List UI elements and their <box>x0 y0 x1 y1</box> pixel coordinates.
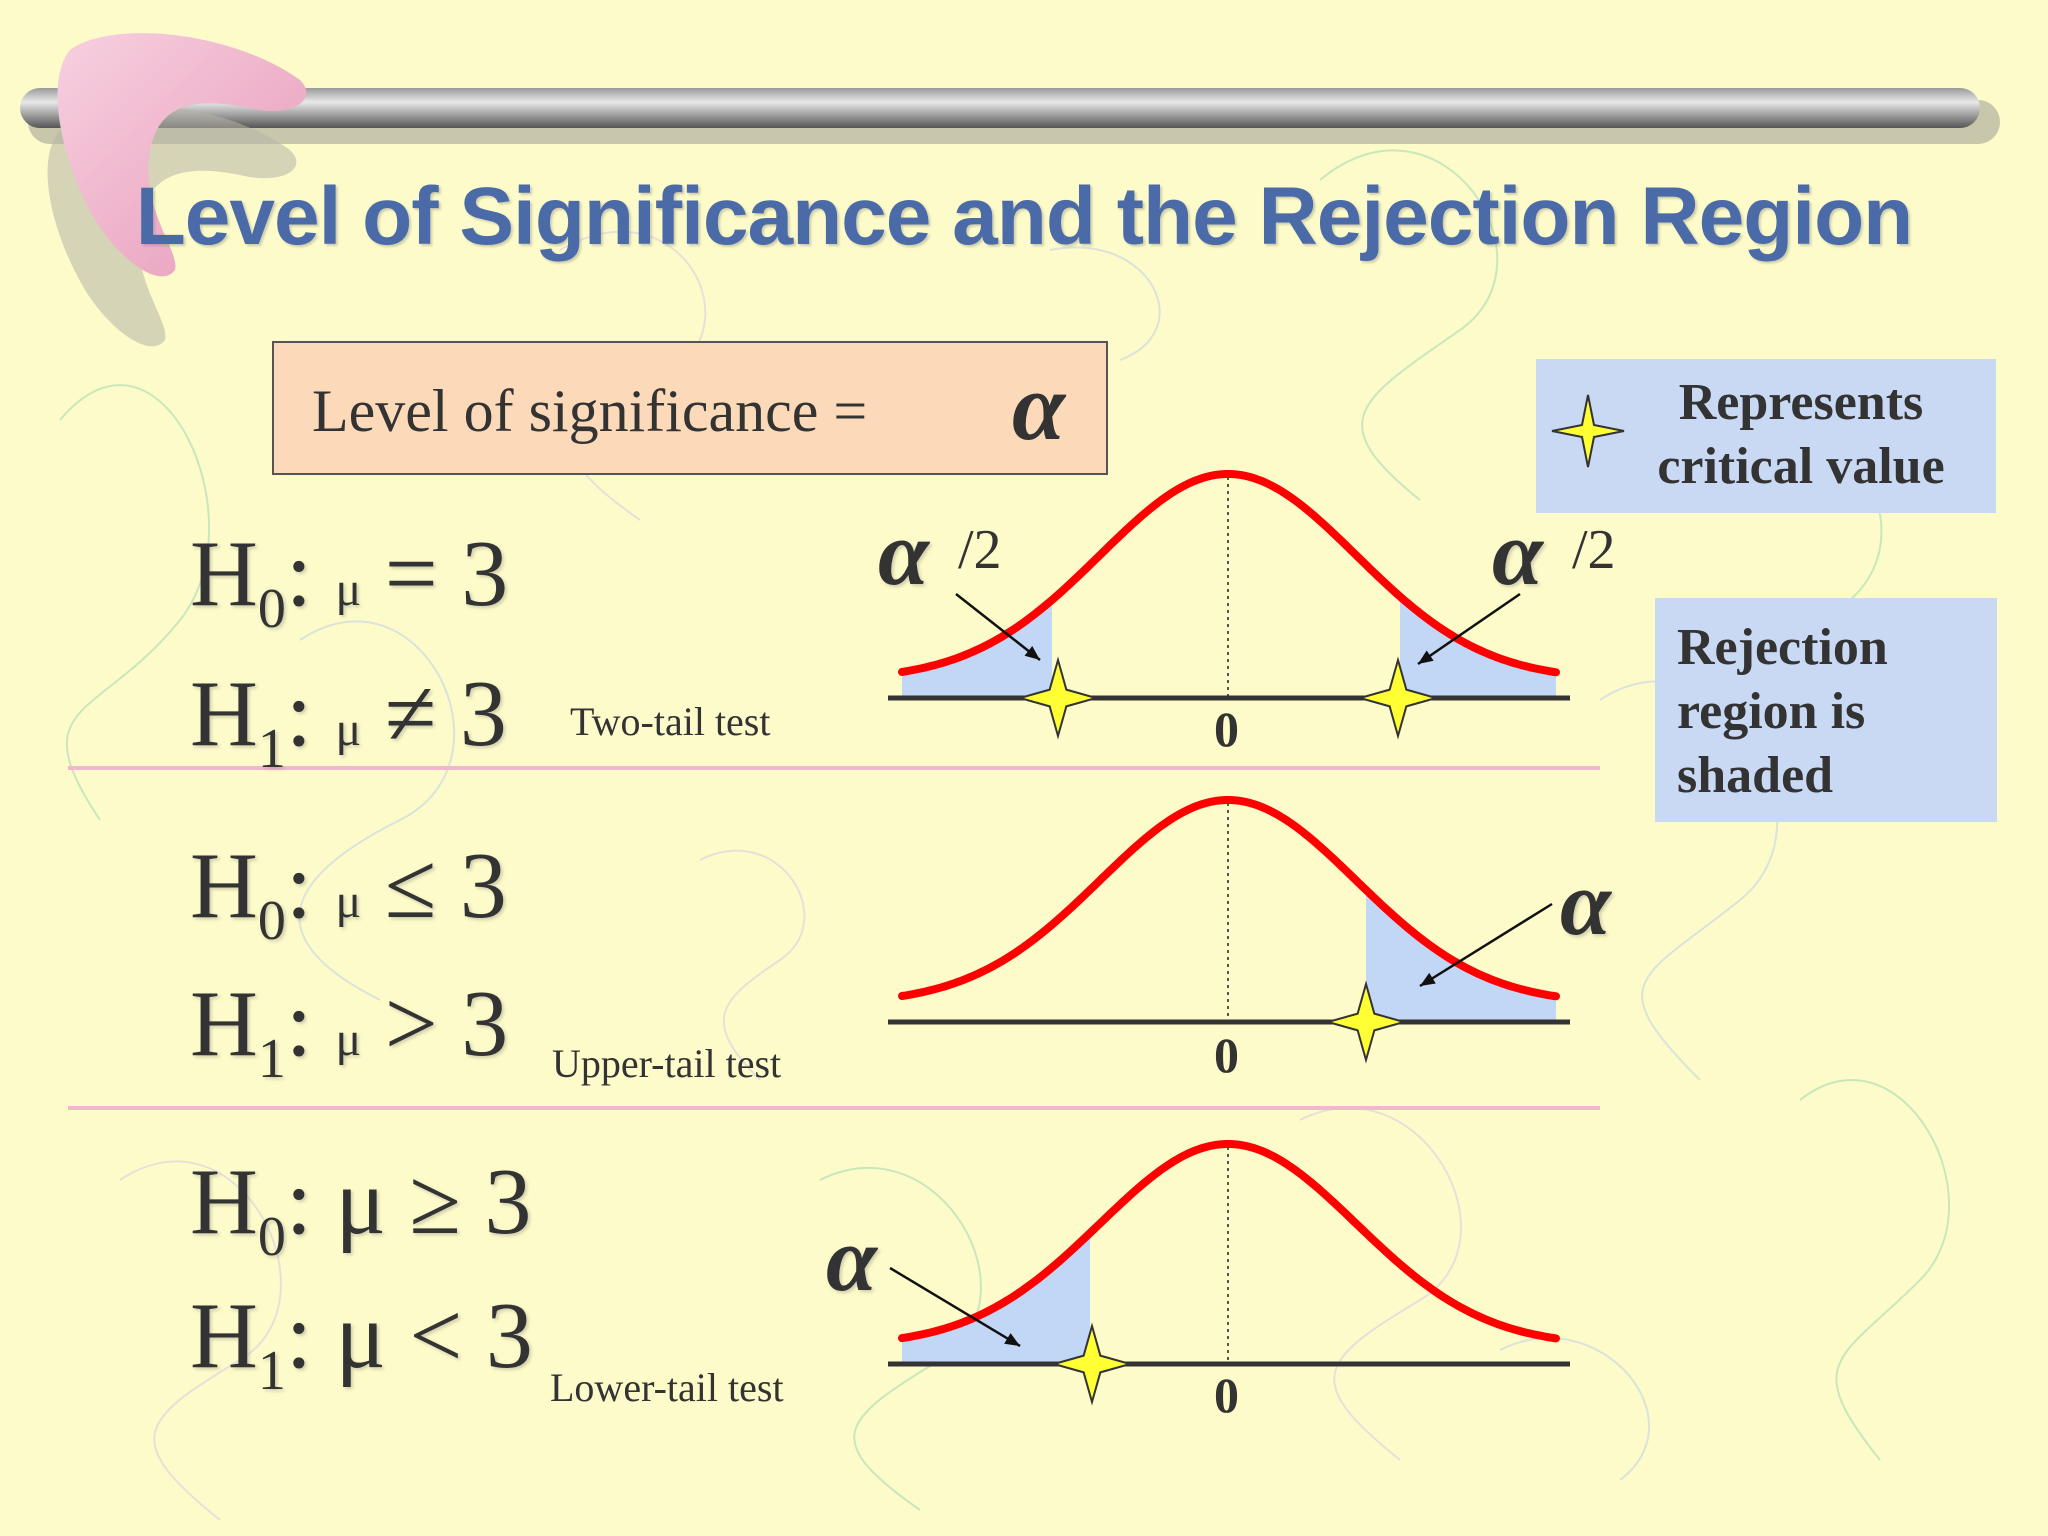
arrow-head <box>1418 650 1434 664</box>
boomerang-logo <box>57 33 307 277</box>
slide-title: Level of Significance and the Rejection … <box>135 171 1914 262</box>
critical-value-star <box>1016 656 1100 740</box>
rejection-region <box>1366 889 1556 1022</box>
normal-curve <box>898 796 1560 1001</box>
half-right-label: /2 <box>1572 519 1616 581</box>
star-icon <box>1551 394 1625 468</box>
arrow-head <box>1004 1333 1020 1346</box>
alpha-lower-label: α <box>826 1208 877 1310</box>
critical-value-star <box>1050 1322 1134 1406</box>
alpha-upper-label: α <box>1560 852 1611 954</box>
h1-lower-tail: H1: μ < 3 <box>190 1284 533 1402</box>
zero-label: 0 <box>1214 1367 1239 1423</box>
two-tail-label: Two-tail test <box>570 699 771 744</box>
half-left-label: /2 <box>958 519 1002 581</box>
h0-upper-tail: H0: μ ≤ 3 <box>190 834 507 952</box>
normal-curve <box>898 1140 1560 1343</box>
alpha-left-label: α <box>878 502 929 604</box>
lower-tail-label: Lower-tail test <box>550 1365 784 1410</box>
h1-two-tail: H1: μ ≠ 3 <box>190 662 507 780</box>
rejection-legend-line: region is <box>1677 683 1866 740</box>
zero-label: 0 <box>1214 1027 1239 1083</box>
rejection-legend-line: Rejection <box>1677 619 1888 676</box>
h0-two-tail: H0: μ = 3 <box>190 522 509 640</box>
normal-curve <box>898 470 1560 677</box>
alpha-right-label: α <box>1492 502 1543 604</box>
upper-tail-label: Upper-tail test <box>552 1041 782 1086</box>
h1-upper-tail: H1: μ > 3 <box>190 972 509 1090</box>
rejection-region <box>1400 596 1556 698</box>
critical-value-text: Represents critical value <box>1657 374 1945 495</box>
significance-box: Level of significance = α <box>272 341 1108 475</box>
rejection-region-legend: Rejection region is shaded <box>1655 598 1997 822</box>
pointer-arrow <box>955 593 1041 661</box>
critical-value-star <box>1324 980 1408 1064</box>
rejection-region <box>902 1233 1090 1364</box>
rejection-region <box>902 600 1052 698</box>
rejection-legend-line: shaded <box>1677 747 1834 804</box>
pointer-arrow <box>889 1266 1021 1348</box>
arrow-head <box>1024 645 1040 660</box>
alpha-symbol: α <box>1012 353 1066 460</box>
title-bar <box>20 88 1980 128</box>
arrow-head <box>1420 972 1436 986</box>
pointer-arrow <box>1419 902 1553 988</box>
h0-lower-tail: H0: μ ≥ 3 <box>190 1150 532 1268</box>
significance-label: Level of significance = <box>312 378 868 444</box>
critical-value-legend: Represents critical value <box>1536 359 1996 513</box>
critical-value-star <box>1356 656 1440 740</box>
zero-label: 0 <box>1214 701 1239 757</box>
pointer-arrow <box>1417 592 1521 666</box>
